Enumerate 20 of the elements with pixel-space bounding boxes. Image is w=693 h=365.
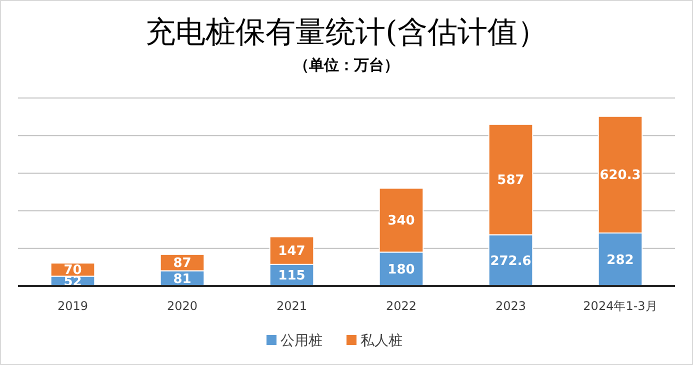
x-tick-label: 2023 xyxy=(495,299,526,313)
data-label: 587 xyxy=(497,173,524,188)
x-tick-label: 2019 xyxy=(57,299,88,313)
chart-title: 充电桩保有量统计(含估计值） xyxy=(146,15,548,50)
chart-subtitle: （单位：万台） xyxy=(294,56,399,74)
data-label: 272.6 xyxy=(490,254,532,269)
legend-label: 私人桩 xyxy=(360,333,402,349)
x-tick-label: 2024年1-3月 xyxy=(583,299,658,313)
data-label: 87 xyxy=(173,256,192,272)
data-label: 147 xyxy=(278,244,306,260)
x-tick-label: 2021 xyxy=(276,299,308,313)
data-label: 282 xyxy=(606,252,634,268)
legend-label: 公用桩 xyxy=(280,333,322,349)
data-label: 115 xyxy=(278,268,306,284)
data-label: 340 xyxy=(388,214,415,229)
x-tick-label: 2022 xyxy=(386,299,417,313)
data-label: 620.3 xyxy=(600,168,641,184)
data-label: 81 xyxy=(173,272,192,287)
x-tick-label: 2020 xyxy=(166,299,198,313)
data-label: 180 xyxy=(388,262,415,278)
